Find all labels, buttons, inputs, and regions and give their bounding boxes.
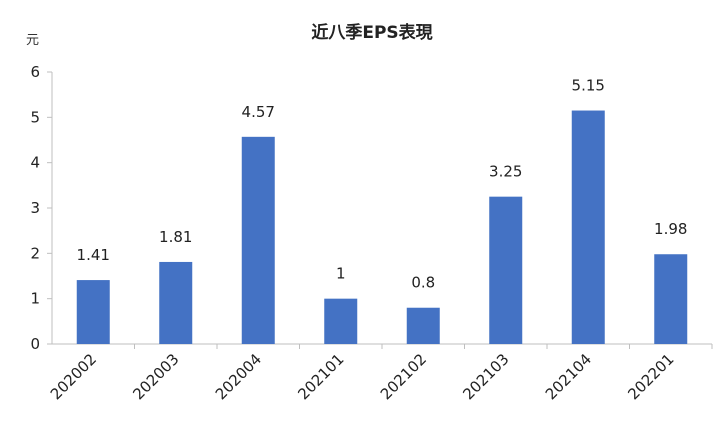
data-label: 1 (336, 265, 346, 283)
y-tick-label: 3 (30, 199, 40, 217)
data-label: 4.57 (242, 103, 275, 121)
data-label: 1.41 (77, 246, 110, 264)
bar (241, 136, 275, 344)
chart-title: 近八季EPS表現 (311, 22, 432, 43)
x-category-label: 202003 (129, 350, 182, 403)
bar-series (76, 110, 688, 345)
data-label: 1.98 (654, 220, 687, 238)
data-label: 5.15 (572, 77, 605, 95)
data-label: 1.81 (159, 228, 192, 246)
x-category-label: 202104 (542, 350, 595, 403)
y-axis-unit: 元 (26, 33, 39, 48)
y-tick-label: 5 (30, 108, 40, 126)
bar (76, 280, 110, 344)
y-tick-label: 0 (30, 335, 40, 353)
bar (324, 298, 358, 344)
data-label: 0.8 (411, 274, 435, 292)
y-tick-label: 1 (30, 290, 40, 308)
bar (654, 254, 688, 344)
x-category-label: 202201 (624, 350, 677, 403)
y-tick-label: 4 (30, 154, 40, 172)
bar (159, 261, 193, 344)
y-tick-label: 2 (30, 244, 40, 262)
x-category-label: 202004 (212, 350, 265, 403)
x-category-label: 202101 (294, 350, 347, 403)
data-labels: 1.41 1.81 4.57 1 0.8 3.25 5.15 1.98 (77, 77, 688, 292)
y-tick-label: 6 (30, 63, 40, 81)
x-category-label: 202102 (377, 350, 430, 403)
y-axis-ticks: 0 1 2 3 4 5 6 (30, 63, 52, 353)
bar (406, 307, 440, 344)
x-category-label: 202002 (47, 350, 100, 403)
bar (571, 110, 605, 345)
data-label: 3.25 (489, 163, 522, 181)
x-category-label: 202103 (459, 350, 512, 403)
x-axis-categories: 202002 202003 202004 202101 202102 202103 2021… (47, 344, 713, 403)
bar (489, 196, 523, 344)
